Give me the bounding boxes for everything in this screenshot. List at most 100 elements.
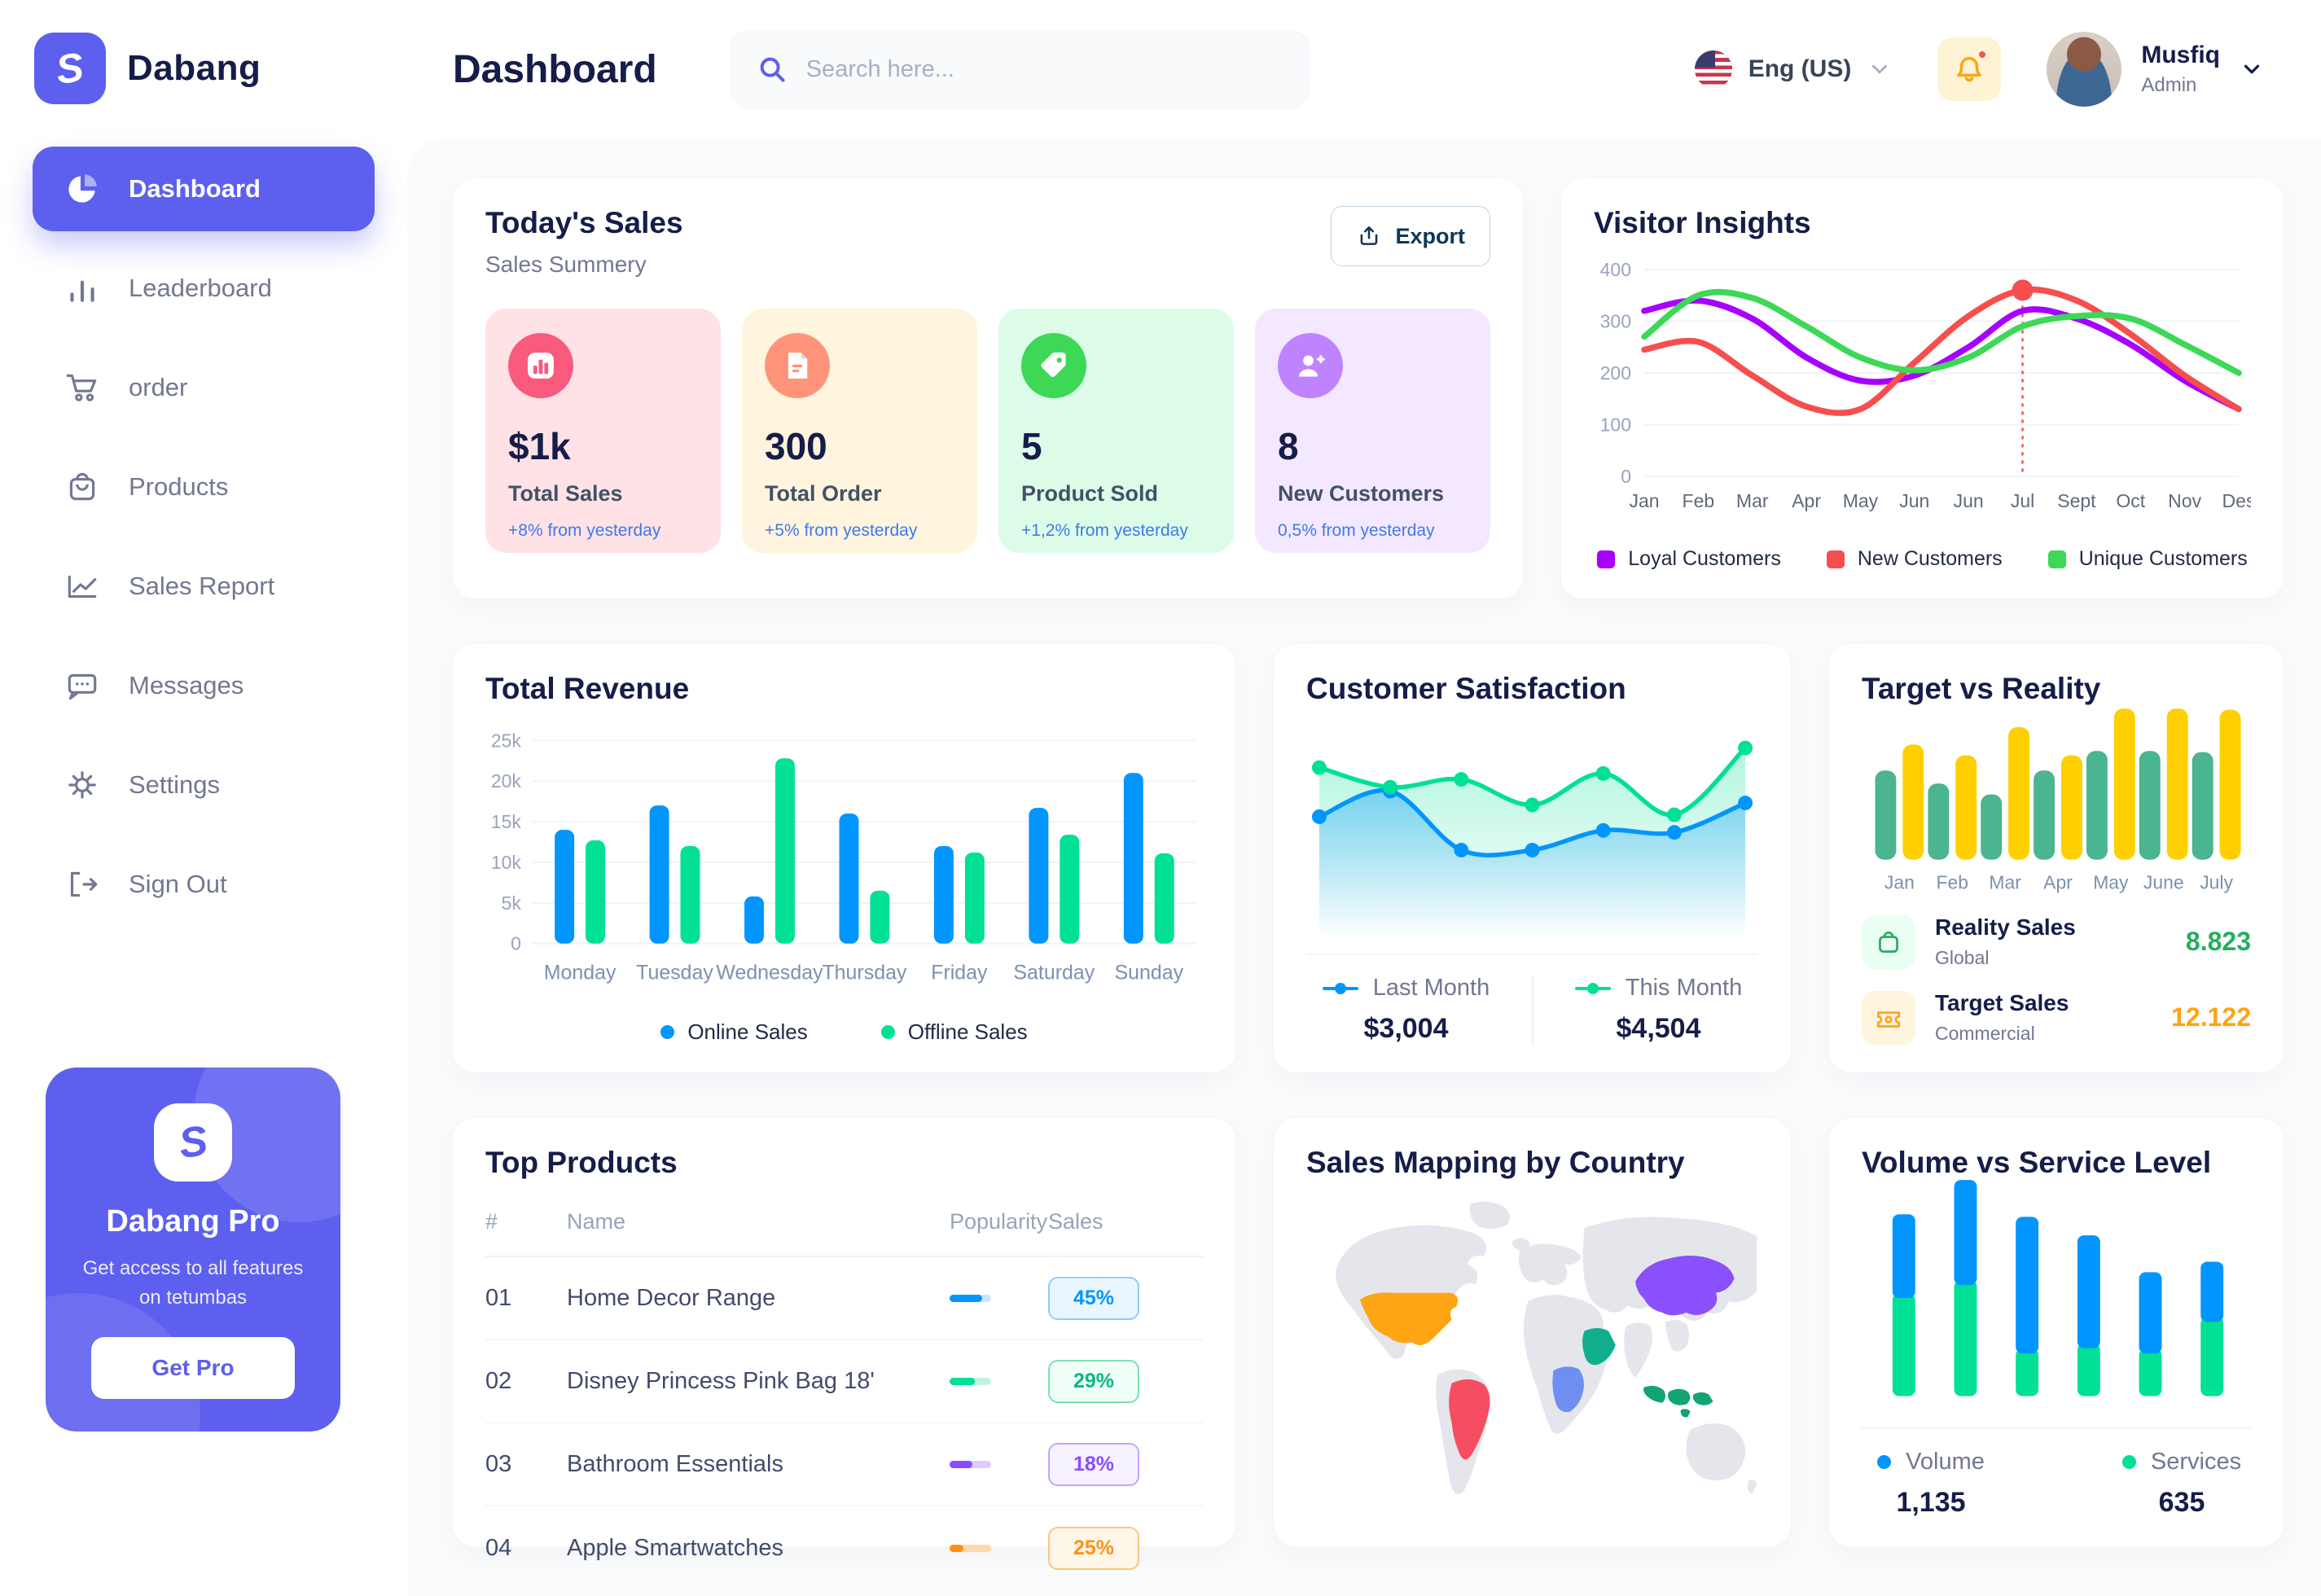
legend-item-loyal-customers: Loyal Customers <box>1597 547 1781 571</box>
product-num: 03 <box>485 1450 512 1477</box>
legend-divider <box>1531 975 1533 1045</box>
tag-icon <box>1021 333 1086 398</box>
get-pro-button[interactable]: Get Pro <box>91 1337 295 1399</box>
top-products-title: Top Products <box>485 1146 678 1179</box>
stat-card-new-customers: 8 New Customers 0,5% from yesterday <box>1255 309 1490 553</box>
pro-logo-icon: S <box>154 1103 232 1182</box>
legend-swatch <box>2047 550 2066 568</box>
sidebar-item-products[interactable]: Products <box>33 445 375 529</box>
svg-text:20k: 20k <box>491 770 522 791</box>
legend-item-services: Services 635 <box>2092 1449 2271 1519</box>
legend-item-volume: Volume 1,135 <box>1841 1449 2020 1519</box>
sidebar-item-order[interactable]: order <box>33 345 375 430</box>
brand-name: Dabang <box>127 48 261 88</box>
svg-text:May: May <box>2093 872 2129 893</box>
legend-marker <box>1322 982 1358 994</box>
svg-text:400: 400 <box>1600 259 1631 280</box>
map-india <box>1624 1322 1652 1378</box>
user-name: Musfiq <box>2141 42 2220 68</box>
product-name: Home Decor Range <box>567 1284 776 1311</box>
page-title: Dashboard <box>453 47 657 91</box>
svg-text:Sept: Sept <box>2057 490 2096 511</box>
sidebar-item-settings[interactable]: Settings <box>33 743 375 827</box>
chart-icon <box>508 333 573 398</box>
svg-text:Saturday: Saturday <box>1013 961 1095 984</box>
legend-swatch <box>1877 1455 1892 1469</box>
svg-text:200: 200 <box>1600 362 1631 384</box>
svg-text:Des: Des <box>2222 490 2251 511</box>
sales-badge: 45% <box>1048 1276 1139 1320</box>
map-europe <box>1518 1243 1582 1286</box>
language-selector[interactable]: Eng (US) <box>1694 50 1893 88</box>
map-australia <box>1686 1423 1746 1480</box>
message-icon <box>64 667 101 704</box>
legend-item-last-month: Last Month $3,004 <box>1317 975 1496 1045</box>
profile-menu[interactable]: Musfiq Admin <box>2047 32 2264 107</box>
product-name: Bathroom Essentials <box>567 1450 783 1477</box>
customer-satisfaction-title: Customer Satisfaction <box>1306 672 1626 705</box>
sidebar: S Dabang Dashboard Leaderboard order Produc… <box>0 0 407 1596</box>
stats-row: $1k Total Sales +8% from yesterday 300 Total… <box>485 309 1490 553</box>
user-role: Admin <box>2141 74 2197 96</box>
sidebar-item-leaderboard[interactable]: Leaderboard <box>33 246 375 331</box>
pro-description: Get access to all features on tetumbas <box>82 1257 304 1309</box>
svg-text:0: 0 <box>1621 466 1631 487</box>
svg-text:Jun: Jun <box>1954 490 1984 511</box>
world-map <box>1336 1201 1757 1494</box>
todays-sales-card: Today's Sales Sales Summery Export $1k To… <box>452 178 1524 599</box>
visitor-insights-legend: Loyal Customers New Customers Unique Custo… <box>1594 547 2251 571</box>
sidebar-item-messages[interactable]: Messages <box>33 643 375 728</box>
stat-label: Total Order <box>765 481 882 506</box>
volume-vs-service-chart <box>1892 1180 2224 1396</box>
popularity-bar <box>950 1544 991 1552</box>
top-products-card: Top Products # Name Popularity Sales 01 Home … <box>452 1117 1236 1570</box>
sales-map-card: Sales Mapping by Country <box>1273 1117 1792 1547</box>
legend-marker <box>1574 982 1611 994</box>
gear-icon <box>64 766 101 804</box>
sales-map-title: Sales Mapping by Country <box>1306 1146 1685 1179</box>
search-input[interactable] <box>805 55 1283 83</box>
volume-vs-service-title: Volume vs Service Level <box>1862 1146 2212 1179</box>
export-label: Export <box>1395 223 1465 248</box>
sidebar-item-sign-out[interactable]: Sign Out <box>33 842 375 927</box>
top-products-table: # Name Popularity Sales 01 Home Decor Range 45… <box>485 1201 1203 1589</box>
target-vs-reality-chart: Jan Feb Mar Apr May June July <box>1875 708 2241 893</box>
sidebar-item-sales-report[interactable]: Sales Report <box>33 544 375 629</box>
sidebar-item-label: Dashboard <box>129 174 261 203</box>
brand: S Dabang <box>33 0 375 129</box>
svg-text:300: 300 <box>1600 310 1631 331</box>
svg-text:Monday: Monday <box>544 961 616 984</box>
chevron-down-icon <box>2244 64 2260 74</box>
svg-text:5k: 5k <box>502 892 522 913</box>
pro-card: S Dabang Pro Get access to all features … <box>46 1068 340 1432</box>
target-vs-reality-title: Target vs Reality <box>1862 672 2101 705</box>
map-new-zealand <box>1747 1480 1757 1493</box>
table-row-disney-princess-pink-bag-18: 02 Disney Princess Pink Bag 18' 29% <box>485 1340 1203 1423</box>
export-button[interactable]: Export <box>1331 206 1490 266</box>
stat-delta: +1,2% from yesterday <box>1021 521 1188 540</box>
notifications-button[interactable] <box>1937 37 2002 101</box>
stat-delta: +8% from yesterday <box>508 521 661 540</box>
svg-text:Mar: Mar <box>1736 490 1769 511</box>
stat-card-total-sales: $1k Total Sales +8% from yesterday <box>485 309 721 553</box>
todays-sales-subtitle: Sales Summery <box>485 252 647 277</box>
legend-item-this-month: This Month $4,504 <box>1569 975 1748 1045</box>
svg-text:Mar: Mar <box>1989 872 2021 893</box>
search-box <box>730 30 1309 108</box>
svg-text:0: 0 <box>511 932 521 954</box>
search-icon <box>760 57 785 82</box>
sales-badge: 18% <box>1048 1442 1139 1486</box>
sidebar-item-dashboard[interactable]: Dashboard <box>33 147 375 231</box>
svg-text:Apr: Apr <box>2043 872 2073 893</box>
sidebar-item-label: Sign Out <box>129 870 227 898</box>
product-name: Disney Princess Pink Bag 18' <box>567 1367 875 1394</box>
target-vs-reality-card: Target vs Reality Jan Feb Mar Apr May June Jul… <box>1828 643 2284 1073</box>
visitor-insights-chart: 0 100 200 300 400 Jan Feb Mar Apr May Jun Jun Jul Sep… <box>1600 259 2251 511</box>
table-header: # Name Popularity Sales <box>485 1201 1203 1257</box>
summary-value: 8.823 <box>2185 927 2251 956</box>
svg-text:Nov: Nov <box>2168 490 2201 511</box>
product-name: Apple Smartwatches <box>567 1534 783 1561</box>
stat-value: 5 <box>1021 425 1042 467</box>
customer-satisfaction-chart <box>1311 740 1753 938</box>
stat-label: Product Sold <box>1021 481 1158 506</box>
